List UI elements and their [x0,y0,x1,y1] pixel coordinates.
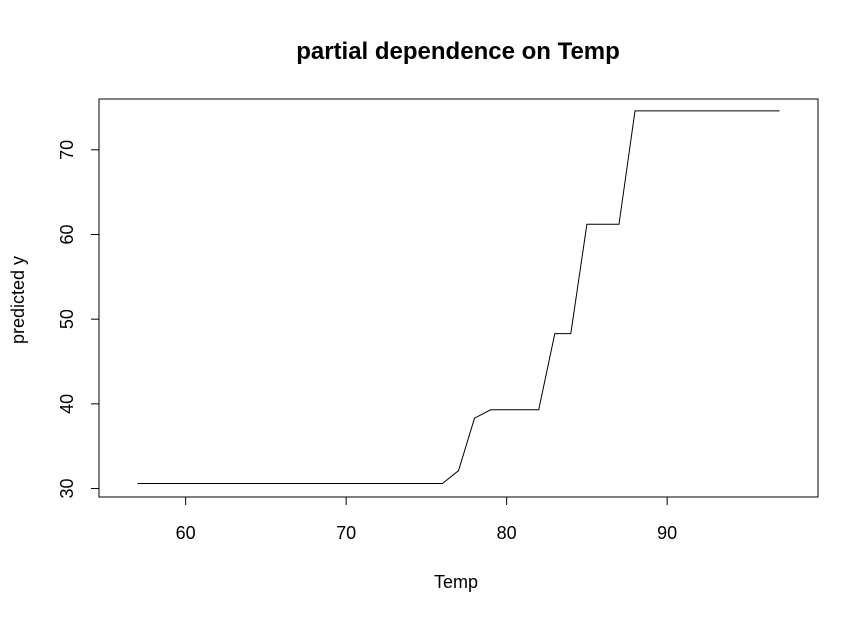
y-tick-label: 40 [57,394,77,414]
x-axis: 60 70 80 90 [176,496,677,543]
y-axis: 30 40 50 60 70 [57,140,100,499]
chart-title: partial dependence on Temp [296,38,620,65]
x-tick-label: 60 [176,523,196,543]
y-axis-label: predicted y [8,256,28,344]
x-axis-label: Temp [434,572,478,592]
x-tick-label: 70 [336,523,356,543]
plot-frame [98,98,819,498]
y-tick-label: 60 [57,224,77,244]
series-line [137,110,780,484]
y-tick-label: 50 [57,309,77,329]
x-tick-label: 80 [497,523,517,543]
x-tick-label: 90 [657,523,677,543]
y-tick-label: 70 [57,140,77,160]
y-tick-label: 30 [57,479,77,499]
